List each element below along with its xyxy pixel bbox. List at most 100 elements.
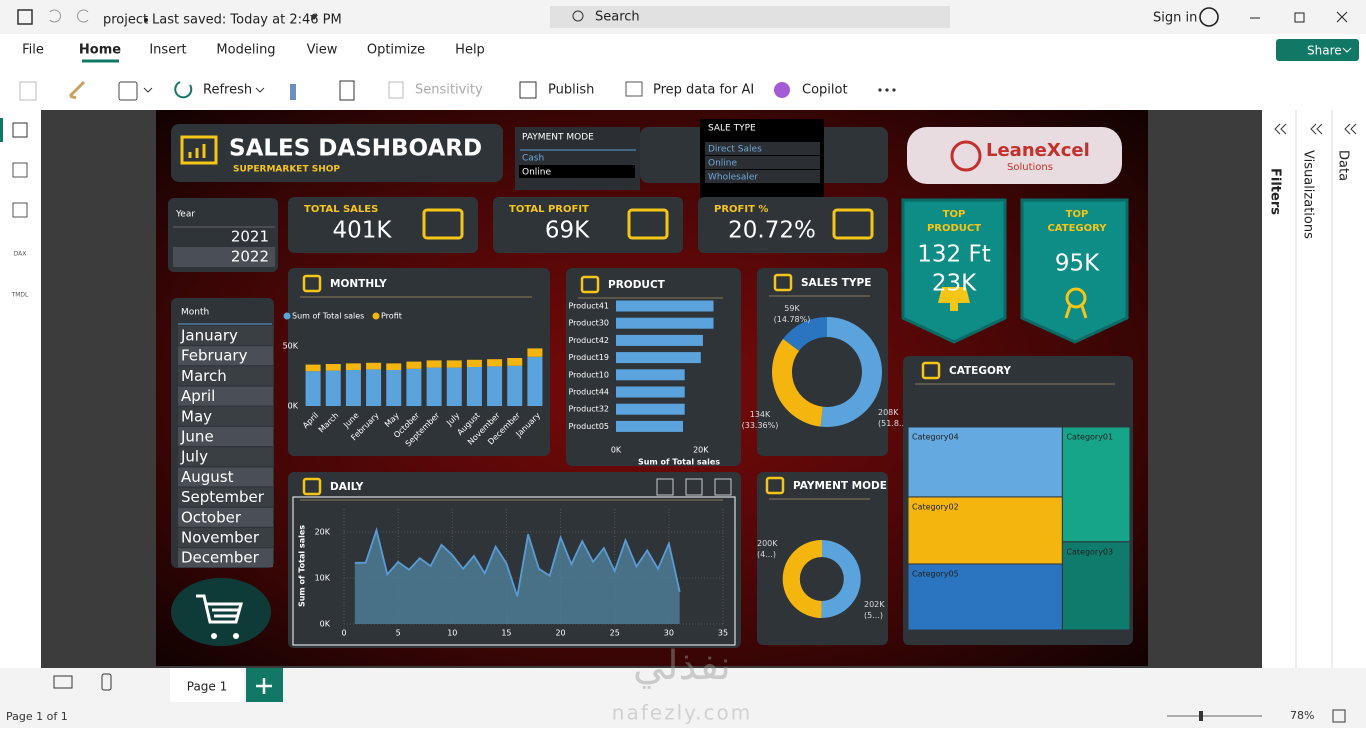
page-status: Page 1 of 1 xyxy=(6,710,68,723)
undo-icon[interactable] xyxy=(49,9,61,23)
report-view[interactable] xyxy=(12,122,28,138)
avatar[interactable] xyxy=(1199,7,1219,27)
slicer-item-bg xyxy=(178,386,273,406)
treemap-tile xyxy=(907,563,1063,631)
refresh-icon[interactable] xyxy=(174,81,193,99)
copilot-icon[interactable] xyxy=(774,82,790,98)
ribbon-tab[interactable]: File xyxy=(22,43,44,58)
model-view[interactable] xyxy=(12,202,28,218)
maximize[interactable] xyxy=(1294,12,1305,23)
prep-label[interactable]: Prep data for AI xyxy=(653,83,754,98)
mobile-layout[interactable] xyxy=(101,673,112,691)
slicer-item[interactable]: July xyxy=(180,448,208,466)
cart-button[interactable] xyxy=(171,578,271,646)
slicer-item[interactable]: Direct Sales xyxy=(708,145,762,155)
slicer-item[interactable]: Online xyxy=(522,168,551,178)
share-button[interactable] xyxy=(1276,39,1359,61)
tmdl-view[interactable]: TMDL xyxy=(11,292,29,299)
ribbon-tab[interactable]: Insert xyxy=(149,43,186,58)
visual-icon[interactable] xyxy=(290,84,296,100)
y-axis-label: Sum of Total sales xyxy=(298,525,307,607)
y-tick-label: Product41 xyxy=(568,302,609,311)
bar-segment xyxy=(305,364,321,372)
close[interactable] xyxy=(1336,11,1348,23)
get-data-icon[interactable] xyxy=(118,81,138,101)
treemap-tile xyxy=(907,426,1063,498)
ribbon-tab[interactable]: View xyxy=(307,43,338,58)
visual-header-focus[interactable] xyxy=(685,478,703,496)
slicer-item[interactable]: September xyxy=(181,488,265,506)
collapse-visuals[interactable] xyxy=(1310,123,1323,135)
dax-view[interactable]: DAX xyxy=(14,251,27,258)
data-pane[interactable]: Data xyxy=(1336,150,1351,181)
visual-header-more[interactable] xyxy=(714,478,732,496)
slicer-item[interactable]: November xyxy=(181,529,260,547)
publish-label[interactable]: Publish xyxy=(548,83,594,98)
y-tick-label: 0K xyxy=(288,402,299,411)
slicer-item[interactable]: December xyxy=(181,549,260,567)
page-tab-label[interactable]: Page 1 xyxy=(187,680,228,694)
format-painter[interactable] xyxy=(68,80,86,100)
collapse-data[interactable] xyxy=(1344,123,1357,135)
publish-icon[interactable] xyxy=(519,81,537,99)
refresh-label[interactable]: Refresh xyxy=(203,83,252,98)
save-icon[interactable] xyxy=(17,9,33,25)
page-tab[interactable] xyxy=(170,668,244,702)
treemap-tile xyxy=(1061,541,1131,631)
slicer-item[interactable]: October xyxy=(181,508,242,526)
ribbon-tab[interactable]: Modeling xyxy=(216,43,275,58)
dropdown[interactable] xyxy=(310,15,318,20)
ribbon-tab[interactable]: Optimize xyxy=(367,43,425,58)
y-tick-label: 20K xyxy=(315,528,331,537)
bar-segment xyxy=(325,364,341,371)
slicer-item[interactable]: 2022 xyxy=(231,248,269,266)
table-view[interactable] xyxy=(12,162,28,178)
slicer-item[interactable]: June xyxy=(180,428,214,446)
chart-card xyxy=(757,472,888,645)
desktop-layout[interactable] xyxy=(53,675,73,689)
collapse-filters[interactable] xyxy=(1274,123,1287,135)
bar-segment xyxy=(466,359,482,367)
filters-pane[interactable]: Filters xyxy=(1268,168,1283,215)
ribbon-tab[interactable]: Help xyxy=(455,43,485,58)
zoom-thumb[interactable] xyxy=(1199,711,1203,721)
prep-icon[interactable] xyxy=(625,81,643,97)
share-label[interactable]: Share xyxy=(1307,44,1342,58)
slicer-item[interactable]: March xyxy=(181,367,227,385)
sign-in[interactable]: Sign in xyxy=(1153,11,1197,26)
slicer-item[interactable]: 2021 xyxy=(231,228,269,246)
bar xyxy=(616,334,703,346)
slicer-item[interactable]: Cash xyxy=(522,154,544,164)
slicer-item-bg xyxy=(178,427,273,446)
visual-header-filter[interactable] xyxy=(656,478,674,496)
more[interactable] xyxy=(878,88,896,92)
visualizations-pane[interactable]: Visualizations xyxy=(1301,150,1316,239)
slicer-item[interactable]: August xyxy=(181,468,234,486)
slicer-item[interactable]: May xyxy=(181,407,212,425)
calc-icon[interactable] xyxy=(339,80,355,101)
bar xyxy=(616,369,685,381)
donut-slice xyxy=(772,338,823,427)
fit-page[interactable] xyxy=(1332,709,1346,723)
slicer-item[interactable]: April xyxy=(181,387,215,405)
ribbon-tab[interactable]: Home xyxy=(79,43,121,58)
slicer-item-bg xyxy=(705,170,820,183)
redo-icon[interactable] xyxy=(77,9,89,23)
x-tick-label: 25 xyxy=(610,629,620,638)
x-tick-label: 10 xyxy=(447,629,457,638)
slicer-item[interactable]: February xyxy=(181,347,248,365)
x-tick-label: 30 xyxy=(664,629,674,638)
kpi-value: 401K xyxy=(333,218,393,244)
search-box[interactable] xyxy=(550,6,950,28)
area-fill xyxy=(354,530,680,624)
copilot-label[interactable]: Copilot xyxy=(802,83,848,98)
slicer-item[interactable]: January xyxy=(180,327,238,345)
slicer-item[interactable]: Wholesaler xyxy=(708,173,758,183)
payment-slicer[interactable] xyxy=(515,127,640,190)
slicer-item[interactable]: Online xyxy=(708,159,737,169)
kpi-icon xyxy=(832,208,874,240)
data-label: 134K (33.36%) xyxy=(742,410,779,430)
paste-icon[interactable] xyxy=(19,81,37,101)
caret xyxy=(255,87,265,93)
slicer-item-bg xyxy=(178,528,273,547)
